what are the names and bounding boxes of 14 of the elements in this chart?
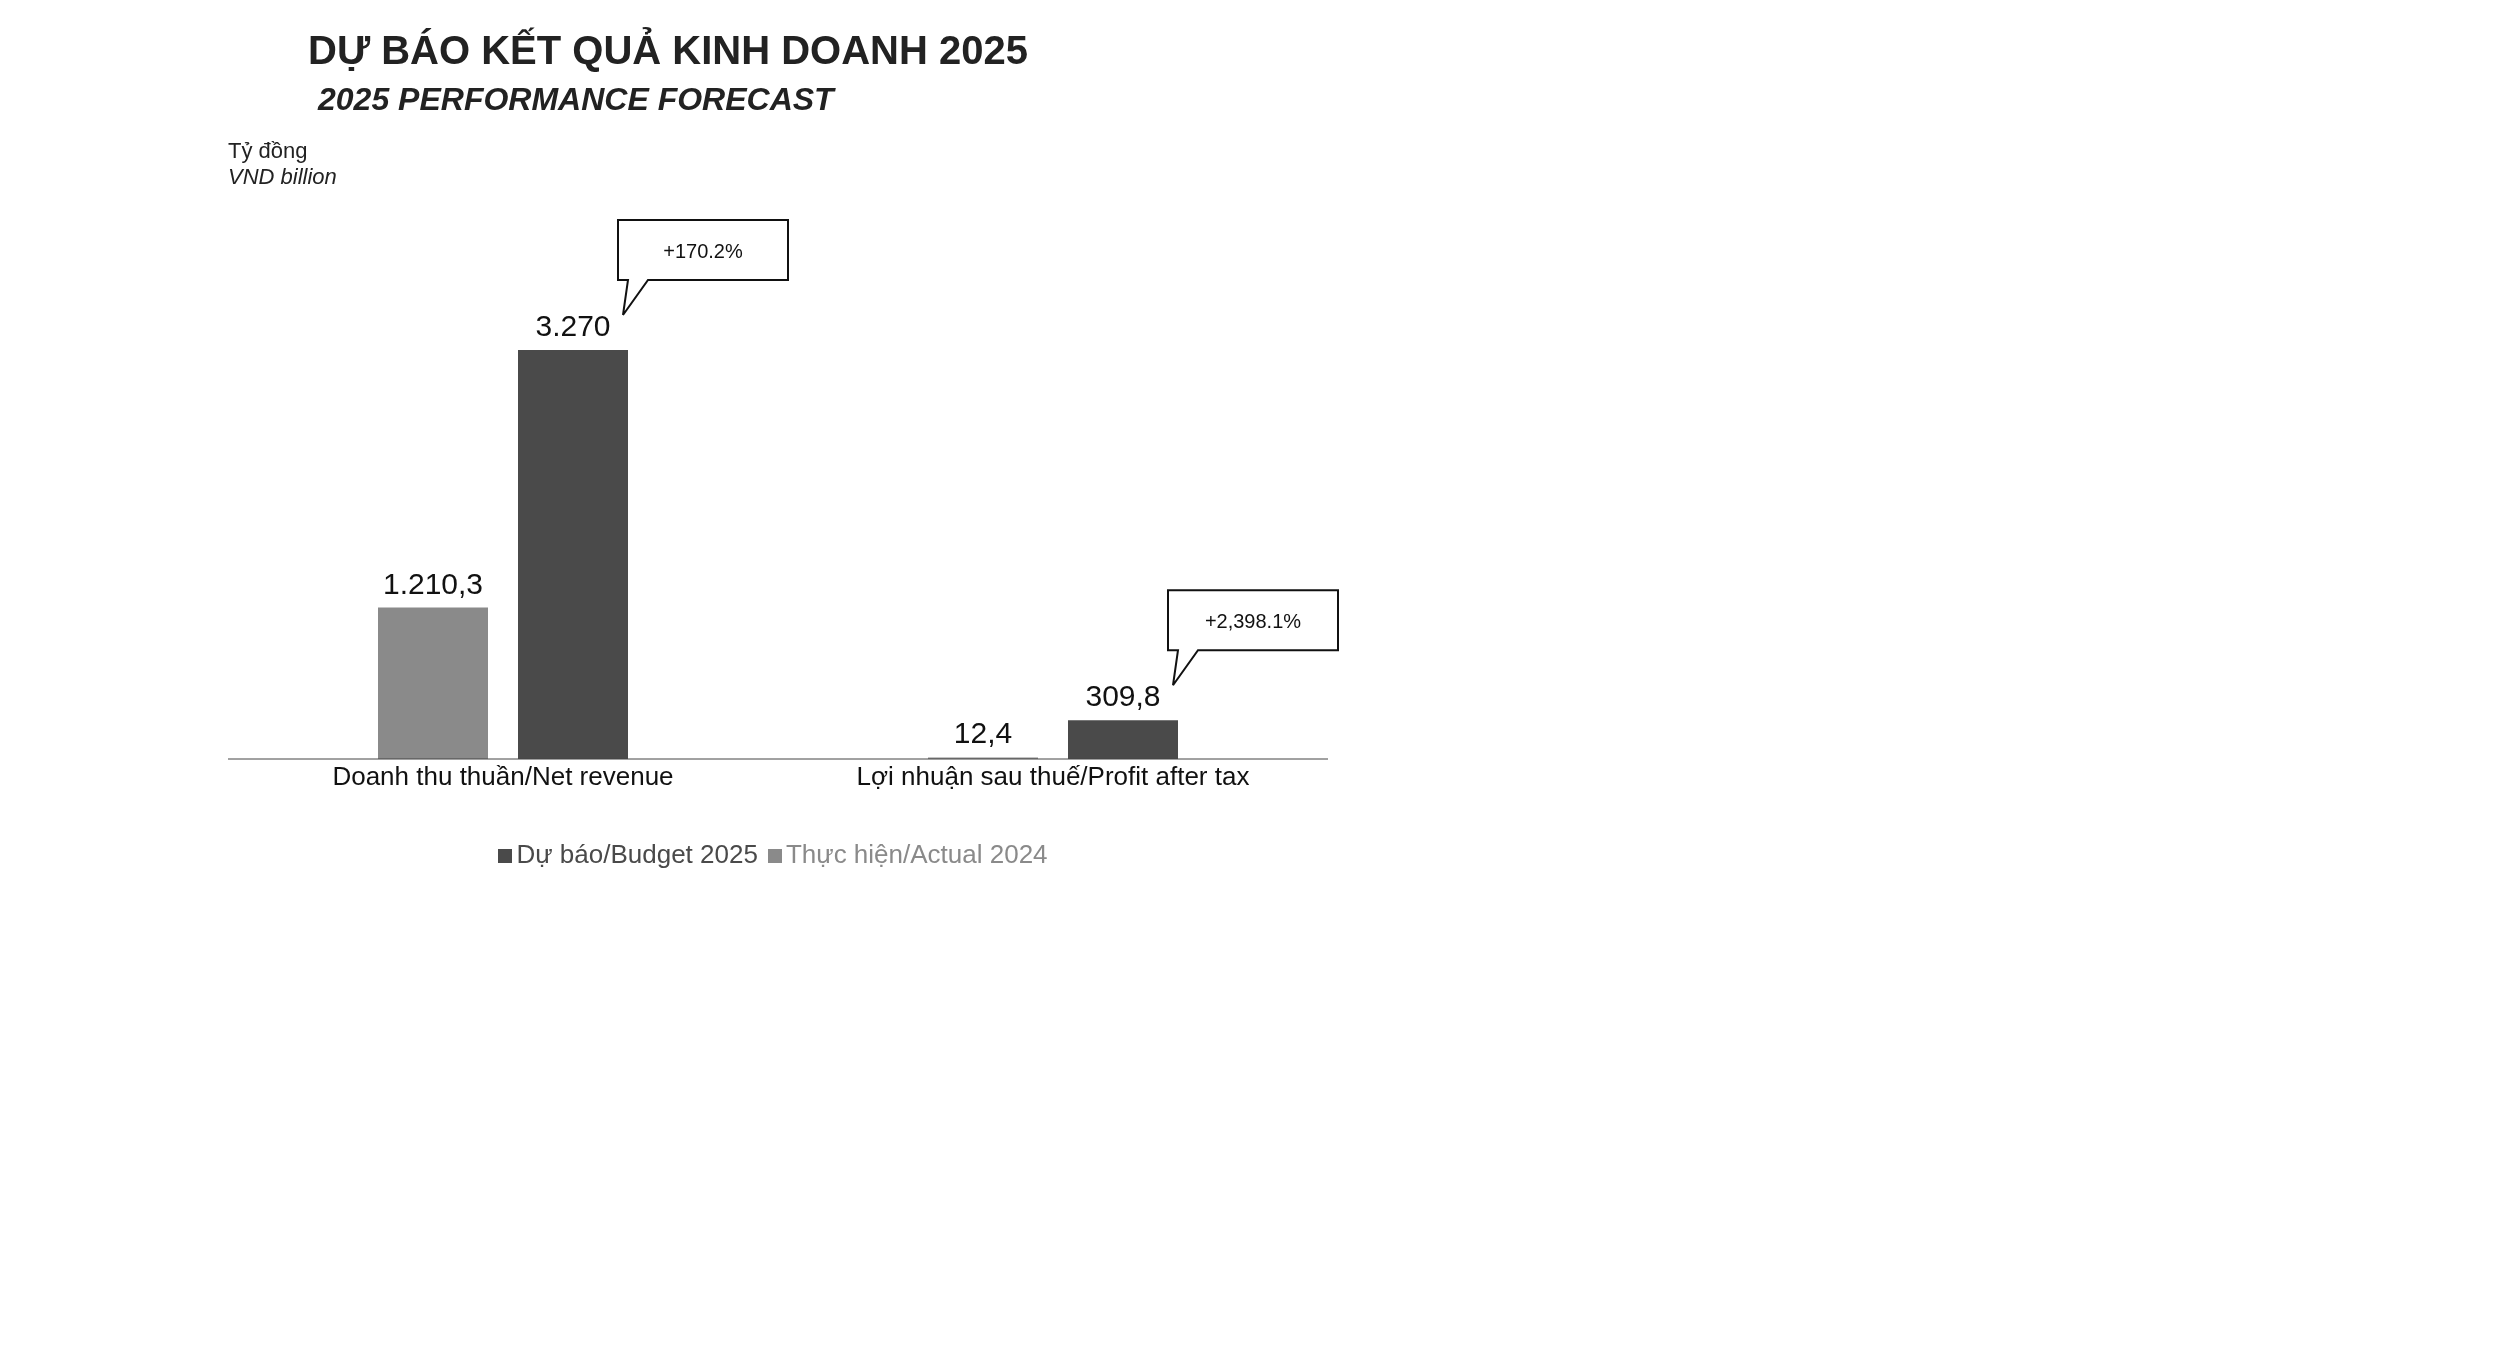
- x-tick-label: Lợi nhuận sau thuế/Profit after tax: [856, 761, 1250, 792]
- chart-subtitle: 2025 PERFORMANCE FORECAST: [318, 81, 837, 118]
- annotation: +2,398.1%: [1204, 610, 1302, 633]
- data-label: 3.270: [535, 309, 611, 342]
- legend-label: Thực hiện/Actual 2024: [785, 839, 1048, 869]
- text: VND billion: [228, 164, 338, 190]
- text: +170.2%: [663, 240, 743, 262]
- chart-title: DỰ BÁO KẾT QUẢ KINH DOANH 2025: [308, 28, 1029, 73]
- data-label: 309,8: [1085, 679, 1161, 713]
- text: Tỷ đồng: [228, 138, 309, 164]
- data-label: 1.210,3: [382, 566, 484, 600]
- x-tick-label: Doanh thu thuần/Net revenue: [332, 761, 674, 792]
- data-label: 12,4: [953, 716, 1013, 750]
- legend-label: Dự báo/Budget 2025: [516, 839, 758, 869]
